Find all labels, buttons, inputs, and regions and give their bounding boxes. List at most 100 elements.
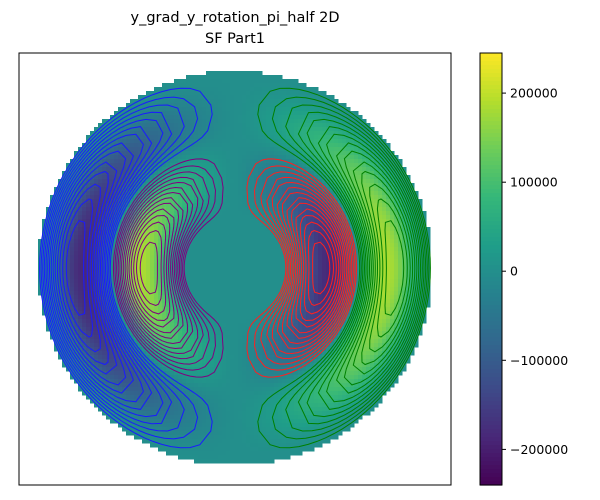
heatmap-cell	[262, 307, 267, 312]
heatmap-cell	[114, 215, 119, 220]
heatmap-cell	[190, 291, 195, 296]
heatmap-cell	[146, 191, 151, 196]
heatmap-cell	[166, 151, 171, 156]
heatmap-cell	[186, 75, 191, 80]
heatmap-cell	[226, 95, 231, 100]
heatmap-cell	[166, 231, 171, 236]
heatmap-cell	[390, 203, 395, 208]
heatmap-cell	[118, 127, 123, 132]
heatmap-cell	[174, 135, 179, 140]
heatmap-cell	[182, 111, 187, 116]
heatmap-cell	[158, 263, 163, 268]
heatmap-cell	[254, 247, 259, 252]
heatmap-cell	[130, 207, 135, 212]
heatmap-cell	[270, 87, 275, 92]
heatmap-cell	[150, 183, 155, 188]
heatmap-cell	[210, 271, 215, 276]
heatmap-cell	[114, 235, 119, 240]
heatmap-cell	[202, 279, 207, 284]
heatmap-cell	[406, 211, 411, 216]
heatmap-cell	[238, 83, 243, 88]
heatmap-cell	[142, 239, 147, 244]
heatmap-cell	[186, 303, 191, 308]
heatmap-cell	[318, 183, 323, 188]
heatmap-cell	[210, 235, 215, 240]
heatmap-cell	[174, 235, 179, 240]
heatmap-cell	[378, 311, 383, 316]
heatmap-cell	[178, 203, 183, 208]
heatmap-cell	[286, 267, 291, 272]
heatmap-cell	[346, 219, 351, 224]
heatmap-cell	[234, 199, 239, 204]
heatmap-cell	[214, 95, 219, 100]
heatmap-cell	[234, 267, 239, 272]
heatmap-cell	[370, 303, 375, 308]
heatmap-cell	[94, 279, 99, 284]
heatmap-cell	[258, 151, 263, 156]
heatmap-cell	[350, 255, 355, 260]
heatmap-cell	[330, 251, 335, 256]
heatmap-cell	[54, 203, 59, 208]
heatmap-cell	[226, 223, 231, 228]
heatmap-cell	[70, 275, 75, 280]
heatmap-cell	[238, 75, 243, 80]
heatmap-cell	[270, 139, 275, 144]
heatmap-cell	[330, 223, 335, 228]
heatmap-cell	[178, 303, 183, 308]
heatmap-cell	[150, 99, 155, 104]
heatmap-cell	[202, 207, 207, 212]
heatmap-cell	[110, 275, 115, 280]
heatmap-cell	[282, 303, 287, 308]
heatmap-cell	[390, 275, 395, 280]
heatmap-cell	[406, 219, 411, 224]
heatmap-cell	[134, 255, 139, 260]
heatmap-cell	[86, 147, 91, 152]
heatmap-cell	[390, 283, 395, 288]
heatmap-cell	[238, 231, 243, 236]
heatmap-cell	[66, 315, 71, 320]
heatmap-cell	[226, 195, 231, 200]
heatmap-cell	[174, 243, 179, 248]
heatmap-cell	[426, 267, 431, 272]
heatmap-cell	[318, 159, 323, 164]
heatmap-cell	[66, 283, 71, 288]
heatmap-cell	[118, 119, 123, 124]
heatmap-cell	[82, 159, 87, 164]
heatmap-cell	[190, 171, 195, 176]
heatmap-cell	[310, 215, 315, 220]
heatmap-cell	[130, 155, 135, 160]
heatmap-cell	[234, 283, 239, 288]
heatmap-cell	[386, 291, 391, 296]
heatmap-cell	[126, 207, 131, 212]
heatmap-cell	[78, 231, 83, 236]
heatmap-cell	[94, 167, 99, 172]
heatmap-cell	[86, 271, 91, 276]
heatmap-cell	[386, 251, 391, 256]
heatmap-cell	[146, 303, 151, 308]
heatmap-cell	[66, 239, 71, 244]
heatmap-cell	[222, 291, 227, 296]
heatmap-cell	[346, 307, 351, 312]
heatmap-cell	[106, 235, 111, 240]
heatmap-cell	[50, 255, 55, 260]
heatmap-cell	[342, 303, 347, 308]
heatmap-cell	[170, 255, 175, 260]
heatmap-cell	[154, 143, 159, 148]
heatmap-cell	[394, 203, 399, 208]
heatmap-cell	[78, 295, 83, 300]
heatmap-cell	[374, 191, 379, 196]
heatmap-cell	[230, 99, 235, 104]
heatmap-cell	[334, 159, 339, 164]
heatmap-cell	[134, 127, 139, 132]
heatmap-cell	[322, 155, 327, 160]
heatmap-cell	[78, 275, 83, 280]
heatmap-cell	[214, 99, 219, 104]
heatmap-cell	[178, 171, 183, 176]
heatmap-cell	[342, 199, 347, 204]
heatmap-cell	[274, 275, 279, 280]
heatmap-cell	[346, 203, 351, 208]
heatmap-cell	[142, 287, 147, 292]
heatmap-cell	[190, 143, 195, 148]
heatmap-cell	[162, 123, 167, 128]
heatmap-cell	[370, 199, 375, 204]
